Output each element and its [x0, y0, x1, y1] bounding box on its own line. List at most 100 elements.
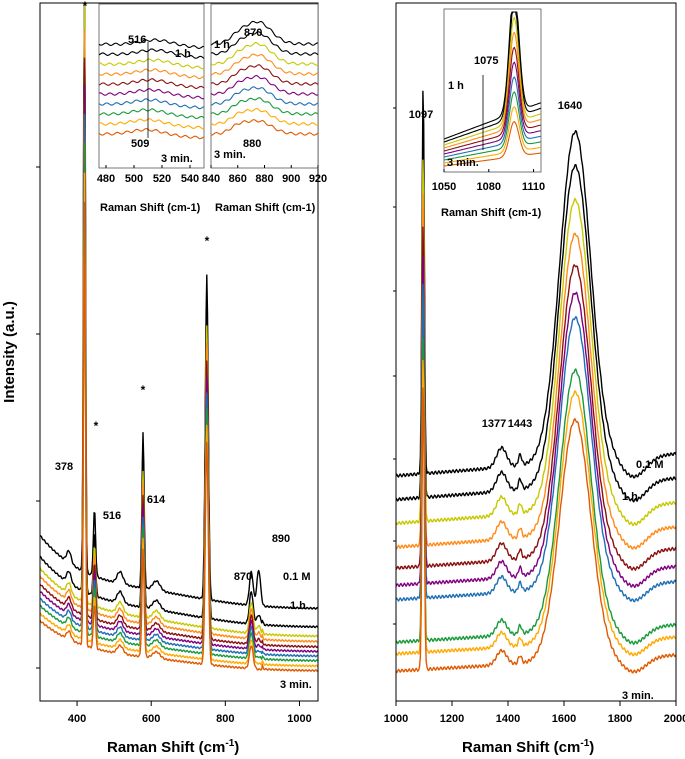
- right-series-6: [395, 283, 677, 603]
- left-xtick-label-2: 800: [216, 713, 234, 725]
- left-xtick-label-0: 400: [68, 713, 86, 725]
- right-series-9: [395, 387, 677, 674]
- inset1-series-line-2: [99, 58, 205, 70]
- right-xtick-label-0: 1000: [384, 713, 408, 725]
- left-x-ticks: 400 600 800 1000: [68, 701, 312, 725]
- inset3-line-8: [443, 106, 541, 164]
- inset1-series-line-8: [98, 118, 204, 130]
- inset1-ticks-label-0: 480: [97, 173, 115, 185]
- inset2-ticks-label-1: 860: [229, 173, 247, 185]
- inset-870-series-top: 1 h: [214, 39, 230, 51]
- inset2-series-line-5: [210, 74, 319, 96]
- inset-1075-xlabel: Raman Shift (cm-1): [441, 207, 542, 219]
- inset-1075-frame: [443, 8, 542, 173]
- inset3-line-3: [443, 31, 541, 149]
- right-spectra: [395, 90, 677, 674]
- inset-870-peak-bottom: 880: [243, 138, 261, 150]
- inset2-ticks-label-2: 880: [255, 173, 273, 185]
- right-label-top-series: 0.1 M: [636, 459, 664, 471]
- right-series-0: [395, 90, 677, 479]
- inset2-series-line-6: [210, 86, 319, 106]
- inset-870-spectra: [210, 20, 319, 136]
- inset3-xtick-label-0: 1050: [432, 181, 456, 193]
- right-plot-frame: [395, 2, 677, 702]
- inset-1075-series-bottom: 3 min.: [447, 157, 479, 169]
- right-peak-label-2: 1443: [508, 418, 532, 430]
- inset3-xtick-label-1: 1080: [477, 181, 501, 193]
- inset2-series-line-1: [210, 31, 319, 56]
- right-xlabel-sup: -1: [580, 738, 589, 749]
- inset-870-xlabel: Raman Shift (cm-1): [215, 202, 316, 214]
- inset1-series-line-4: [98, 78, 205, 89]
- left-xlabel-tail: ): [234, 739, 239, 756]
- left-series-9: [39, 201, 319, 672]
- right-xtick-label-4: 1800: [608, 713, 632, 725]
- right-series-2: [395, 159, 677, 527]
- right-x-axis-title: Raman Shift (cm-1): [462, 738, 594, 756]
- right-series-7: [395, 337, 677, 646]
- right-peak-label-1: 1377: [482, 418, 506, 430]
- inset1-ticks-label-3: 540: [181, 173, 199, 185]
- right-xlabel-main: Raman Shift (cm: [462, 739, 580, 756]
- inset2-series-line-9: [210, 119, 319, 136]
- inset1-series-line-5: [98, 88, 205, 100]
- inset-516: 516 509 1 h 3 min. 480 500 520 540 Raman Sh…: [97, 3, 205, 214]
- inset3-line-2: [443, 16, 541, 146]
- right-peak-label-0: 1097: [409, 109, 433, 121]
- left-peak-label-4: *: [141, 383, 146, 397]
- inset-870-series-bottom: 3 min.: [214, 149, 246, 161]
- left-xtick-label-1: 600: [142, 713, 160, 725]
- inset-870: 870 880 1 h 3 min. 840 860 880 900 920 Raman…: [202, 3, 327, 214]
- right-xtick-label-2: 1400: [496, 713, 520, 725]
- inset1-series-line-0: [98, 38, 205, 49]
- inset-516-series-bottom: 3 min.: [161, 153, 193, 165]
- inset2-series-line-0: [210, 20, 319, 46]
- right-series-4: [395, 226, 677, 571]
- inset3-xtick-label-2: 1110: [522, 181, 545, 193]
- inset-1075: 1075 1 h 3 min. 1050 1080 1110 Raman Shift…: [432, 8, 545, 219]
- left-peak-label-2: *: [94, 419, 99, 433]
- inset1-series-line-6: [98, 98, 205, 110]
- right-series-5: [395, 256, 676, 588]
- left-peak-labels: 378 * * 516 * 614 * 870 890: [55, 0, 290, 583]
- inset2-ticks-label-4: 920: [309, 173, 327, 185]
- right-xtick-label-5: 2000: [664, 713, 685, 725]
- left-xlabel-main: Raman Shift (cm: [107, 739, 225, 756]
- inset-870-peak-top: 870: [244, 27, 262, 39]
- inset-516-xlabel: Raman Shift (cm-1): [100, 202, 201, 214]
- left-label-top-series: 0.1 M: [283, 571, 311, 583]
- inset-870-x-ticks: 840 860 880 900 920: [202, 165, 327, 185]
- inset1-ticks-label-2: 520: [153, 173, 171, 185]
- inset1-series-line-9: [98, 127, 205, 140]
- inset2-series-line-2: [210, 42, 319, 66]
- inset3-line-0: [443, 11, 541, 140]
- inset1-series-line-3: [98, 68, 205, 80]
- inset3-line-1: [443, 11, 541, 143]
- inset3-line-6: [443, 76, 541, 158]
- right-series-8: [395, 359, 676, 657]
- right-label-1h: 1 h: [622, 491, 638, 503]
- inset2-series-line-4: [210, 64, 319, 86]
- inset-1075-series-top: 1 h: [448, 80, 464, 92]
- right-xtick-label-1: 1200: [440, 713, 464, 725]
- inset3-line-4: [443, 46, 541, 152]
- left-y-axis-title: Intensity (a.u.): [1, 301, 18, 403]
- left-peak-label-3: 516: [103, 510, 121, 522]
- left-peak-label-5: 614: [147, 494, 166, 506]
- left-peak-label-6: *: [205, 234, 210, 248]
- left-peak-label-0: 378: [55, 461, 73, 473]
- inset2-ticks-label-3: 900: [282, 173, 300, 185]
- inset3-line-7: [443, 91, 541, 161]
- right-xtick-label-3: 1600: [552, 713, 576, 725]
- inset-516-series-top: 1 h: [175, 48, 191, 60]
- inset1-series-line-7: [98, 108, 205, 120]
- inset-516-peak-bottom: 509: [131, 138, 149, 150]
- inset-1075-spectra: [443, 11, 541, 167]
- left-x-axis-title: Raman Shift (cm-1): [107, 738, 239, 756]
- inset1-series-line-1: [98, 48, 205, 59]
- inset3-line-5: [443, 61, 541, 155]
- right-xlabel-tail: ): [589, 739, 594, 756]
- inset2-ticks-label-0: 840: [202, 173, 220, 185]
